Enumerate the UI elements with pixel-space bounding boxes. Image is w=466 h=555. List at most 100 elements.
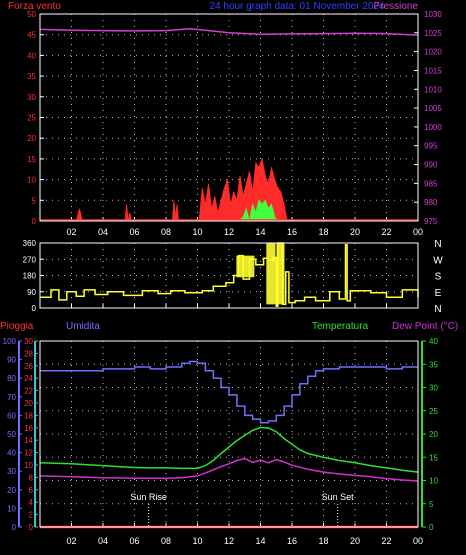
x-tick-label: 16 <box>287 227 297 237</box>
x-tick-label: 02 <box>66 227 76 237</box>
direction-band <box>236 255 255 278</box>
x-tick-label: 18 <box>318 227 328 237</box>
temp-y-tick-label: 0 <box>429 523 434 532</box>
wind-axis-title: Forza vento <box>8 1 61 12</box>
direction-band <box>266 243 276 305</box>
pressure-y-tick-label: 1025 <box>424 29 442 38</box>
humidity-y-tick-label: 20 <box>7 486 16 495</box>
temp-y-tick-label: 25 <box>429 407 438 416</box>
compass-label: W <box>433 255 443 266</box>
humidity-y-tick-label: 40 <box>7 449 16 458</box>
dewpoint-line <box>39 457 419 482</box>
wind-y-tick-label: 10 <box>27 176 36 185</box>
x-tick-label: 22 <box>381 227 391 237</box>
pressure-y-tick-label: 975 <box>424 217 438 226</box>
x-tick-label: 10 <box>192 227 202 237</box>
humidity-y-tick-label: 50 <box>7 430 16 439</box>
humidity-axis-title: Umidita <box>66 321 100 332</box>
humidity-y-tick-label: 100 <box>3 337 17 346</box>
sunrise-label: Sun Rise <box>130 492 167 502</box>
compass-label: E <box>435 288 442 299</box>
x-tick-label: 16 <box>287 536 297 546</box>
humidity-y-tick-label: 60 <box>7 411 16 420</box>
x-tick-label: 12 <box>224 536 234 546</box>
rain-y-tick-label: 4 <box>29 498 34 507</box>
rain-y-tick-label: 16 <box>24 424 33 433</box>
direction-y-tick-label: 0 <box>32 304 37 313</box>
rain-y-tick-label: 0 <box>29 523 34 532</box>
rain-y-tick-label: 8 <box>29 473 34 482</box>
rain-y-tick-label: 18 <box>24 411 33 420</box>
temperature-line <box>39 426 419 473</box>
pressure-y-tick-label: 1000 <box>424 123 442 132</box>
x-tick-label: 02 <box>66 536 76 546</box>
pressure-y-tick-label: 1020 <box>424 48 442 57</box>
humidity-y-tick-label: 0 <box>12 523 17 532</box>
pressure-line <box>39 27 419 36</box>
pressure-axis-title: Pressione <box>374 1 419 12</box>
x-tick-label: 08 <box>161 227 171 237</box>
humidity-y-tick-label: 80 <box>7 374 16 383</box>
wind-y-tick-label: 45 <box>27 31 36 40</box>
chart-title: 24 hour graph data: 01 November 2024 <box>209 1 385 12</box>
temp-y-tick-label: 10 <box>429 477 438 486</box>
temp-y-tick-label: 30 <box>429 384 438 393</box>
x-tick-label: 04 <box>98 227 108 237</box>
x-tick-label: 10 <box>192 536 202 546</box>
rain-y-tick-label: 6 <box>29 486 34 495</box>
x-tick-label: 06 <box>129 227 139 237</box>
rain-axis-title: Pioggia <box>0 321 34 332</box>
wind-pressure-panel: 0510152025303540455097598098599099510001… <box>27 10 442 237</box>
temp-y-tick-label: 5 <box>429 500 434 509</box>
rain-y-tick-label: 26 <box>24 362 33 371</box>
wind-y-tick-label: 30 <box>27 93 36 102</box>
wind-y-tick-label: 0 <box>32 217 37 226</box>
direction-y-tick-label: 270 <box>23 255 37 264</box>
humidity-y-tick-label: 70 <box>7 393 16 402</box>
temp-y-tick-label: 40 <box>429 337 438 346</box>
wind-y-tick-label: 15 <box>27 155 36 164</box>
wind-y-tick-label: 25 <box>27 114 36 123</box>
temperature-axis-title: Temperatura <box>312 321 369 332</box>
rain-y-tick-label: 12 <box>24 449 33 458</box>
x-tick-label: 18 <box>318 536 328 546</box>
rain-y-tick-label: 20 <box>24 399 33 408</box>
temp-y-tick-label: 15 <box>429 453 438 462</box>
plot-area <box>40 243 418 308</box>
humidity-line <box>40 360 418 424</box>
rain-y-tick-label: 30 <box>24 337 33 346</box>
pressure-y-tick-label: 995 <box>424 142 438 151</box>
rain-y-tick-label: 24 <box>24 374 33 383</box>
rain-y-tick-label: 10 <box>24 461 33 470</box>
direction-y-tick-label: 90 <box>27 288 36 297</box>
humidity-y-tick-label: 10 <box>7 504 16 513</box>
rain-y-tick-label: 28 <box>24 349 33 358</box>
x-tick-label: 14 <box>255 536 265 546</box>
x-tick-label: 08 <box>161 536 171 546</box>
sunset-label: Sun Set <box>322 492 355 502</box>
temp-y-tick-label: 35 <box>429 360 438 369</box>
pressure-y-tick-label: 1030 <box>424 10 442 19</box>
pressure-y-tick-label: 1005 <box>424 104 442 113</box>
wind-y-tick-label: 35 <box>27 72 36 81</box>
direction-line <box>40 242 419 307</box>
direction-band <box>276 243 285 305</box>
pressure-y-tick-label: 985 <box>424 179 438 188</box>
plot-area <box>40 341 418 527</box>
wind-y-tick-label: 50 <box>27 10 36 19</box>
plot-frame <box>39 13 419 222</box>
pressure-y-tick-label: 980 <box>424 198 438 207</box>
compass-label: S <box>435 272 442 283</box>
x-tick-label: 20 <box>350 536 360 546</box>
pressure-y-tick-label: 1010 <box>424 85 442 94</box>
x-tick-label: 12 <box>224 227 234 237</box>
compass-label: N <box>434 239 441 250</box>
rain-y-tick-label: 14 <box>24 436 33 445</box>
x-tick-label: 06 <box>129 536 139 546</box>
dewpoint-axis-title: Dew Point (°C) <box>392 321 458 332</box>
humidity-y-tick-label: 30 <box>7 467 16 476</box>
rain-y-tick-label: 22 <box>24 387 33 396</box>
plot-frame <box>39 340 419 528</box>
wind-y-tick-label: 5 <box>32 196 37 205</box>
